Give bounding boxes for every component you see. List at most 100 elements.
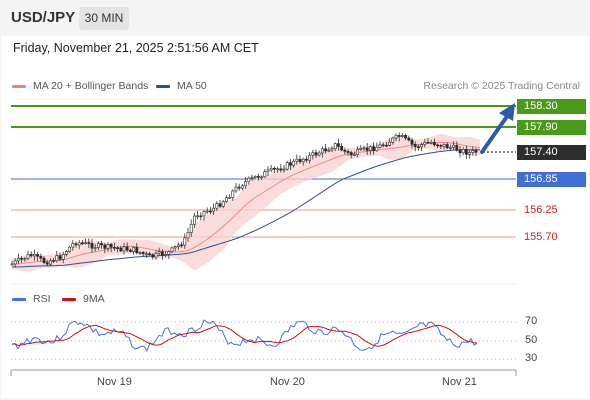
candle-body	[314, 152, 318, 156]
candle-body	[135, 247, 139, 254]
candle-body	[138, 251, 142, 254]
candle-body	[221, 201, 225, 207]
legend-9ma: 9MA	[62, 293, 105, 305]
candle-body	[272, 167, 276, 170]
candle-body	[186, 232, 190, 239]
candle-body	[215, 203, 219, 209]
candle-body	[225, 197, 228, 202]
candle-body	[256, 176, 260, 178]
candle-body	[183, 237, 187, 246]
candle-body	[151, 254, 155, 258]
candle-body	[378, 144, 382, 148]
candle-body	[336, 143, 340, 147]
level-label-156-85: 156.85	[517, 172, 586, 187]
legend-ma50: MA 50	[156, 80, 207, 92]
candle-body	[381, 144, 385, 147]
candle-body	[365, 147, 369, 151]
candle-body	[100, 243, 104, 246]
candle-body	[327, 149, 331, 152]
candle-body	[125, 246, 129, 251]
candle-body	[61, 254, 65, 260]
candle-body	[285, 162, 289, 170]
candle-body	[308, 154, 312, 161]
candle-body	[199, 215, 203, 218]
candle-body	[177, 244, 180, 247]
ma9-swatch	[62, 297, 76, 301]
candle-body	[196, 215, 200, 218]
candle-body	[253, 176, 257, 178]
candle-body	[301, 158, 305, 163]
candle-body	[375, 146, 379, 151]
candle-body	[407, 137, 411, 141]
candle-body	[109, 244, 113, 248]
bollinger-swatch	[12, 84, 26, 88]
top-bar: USD/JPY 30 MIN	[0, 0, 590, 36]
ma20-line	[11, 142, 481, 265]
rsi-tick-70: 70	[525, 315, 538, 327]
candle-body	[452, 145, 456, 148]
candle-body	[432, 141, 436, 146]
level-label-157-90: 157.90	[517, 120, 586, 135]
candle-body	[384, 144, 388, 147]
candle-body	[26, 254, 30, 259]
candle-body	[298, 158, 302, 163]
candle-body	[119, 247, 123, 252]
candle-body	[436, 144, 440, 147]
candlesticks	[10, 132, 478, 267]
candle-body	[148, 253, 152, 256]
candle-body	[58, 255, 62, 260]
legend-rsi: RSI	[12, 293, 51, 305]
candle-body	[202, 211, 206, 217]
candle-body	[413, 143, 417, 147]
candle-body	[324, 148, 328, 152]
candle-body	[103, 244, 107, 249]
candle-body	[205, 210, 209, 213]
candle-body	[461, 149, 465, 154]
candle-body	[93, 247, 97, 249]
candle-body	[77, 242, 81, 246]
candle-body	[279, 168, 283, 171]
candle-body	[16, 257, 20, 262]
candle-body	[241, 185, 244, 189]
candle-body	[65, 251, 68, 255]
candle-body	[244, 181, 248, 187]
candle-body	[439, 145, 443, 147]
legend-bollinger: MA 20 + Bollinger Bands	[12, 80, 148, 92]
candle-body	[352, 154, 356, 156]
projection-arrow-shaft	[480, 113, 510, 154]
candle-body	[330, 148, 334, 151]
candle-body	[404, 134, 408, 139]
timeframe-button[interactable]: 30 MIN	[79, 7, 129, 30]
candle-body	[193, 215, 196, 225]
candle-body	[23, 258, 27, 260]
candle-body	[429, 141, 433, 144]
x-label-nov21: Nov 21	[442, 376, 477, 388]
candle-body	[442, 144, 446, 147]
candle-body	[276, 168, 280, 171]
candle-body	[173, 246, 177, 249]
candle-body	[116, 247, 120, 249]
candle-body	[288, 162, 292, 166]
candle-body	[52, 260, 56, 262]
candle-body	[394, 135, 398, 139]
bollinger-band	[12, 133, 480, 272]
candle-body	[170, 247, 174, 252]
candle-body	[84, 242, 88, 244]
candle-body	[145, 253, 148, 256]
rsi-swatch	[12, 297, 26, 301]
candle-body	[471, 150, 475, 153]
candle-body	[445, 144, 449, 149]
rsi-line	[11, 319, 478, 352]
legend-rsi-label: RSI	[33, 293, 51, 305]
candle-body	[247, 177, 251, 183]
candle-body	[455, 145, 459, 151]
candle-body	[416, 146, 420, 148]
ma50-swatch	[156, 84, 170, 88]
candle-body	[356, 149, 360, 155]
candle-body	[29, 254, 33, 257]
candle-body	[48, 260, 52, 265]
candle-body	[129, 249, 132, 252]
candle-body	[295, 158, 299, 162]
candle-body	[346, 151, 350, 153]
